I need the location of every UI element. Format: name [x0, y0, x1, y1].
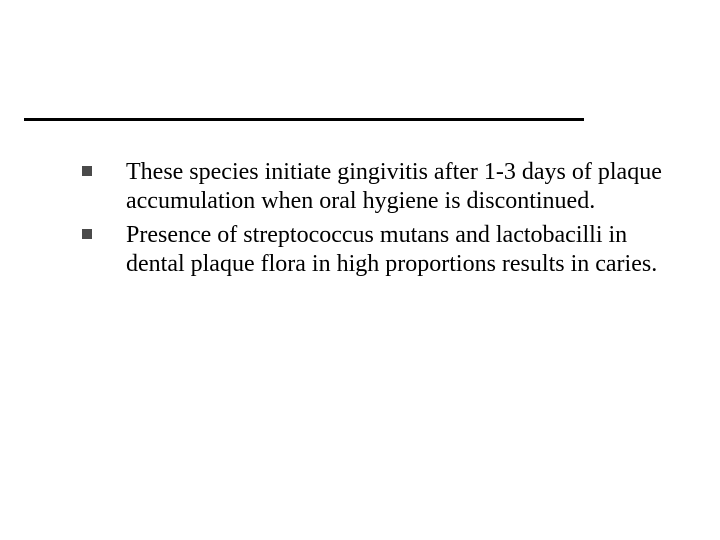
- bullet-text: Presence of streptococcus mutans and lac…: [126, 222, 657, 277]
- bullet-text: These species initiate gingivitis after …: [126, 159, 662, 214]
- bullet-list: These species initiate gingivitis after …: [82, 158, 672, 279]
- square-bullet-icon: [82, 229, 92, 239]
- list-item: Presence of streptococcus mutans and lac…: [82, 221, 672, 280]
- horizontal-rule: [24, 118, 584, 121]
- list-item: These species initiate gingivitis after …: [82, 158, 672, 217]
- square-bullet-icon: [82, 166, 92, 176]
- slide-content: These species initiate gingivitis after …: [82, 158, 672, 283]
